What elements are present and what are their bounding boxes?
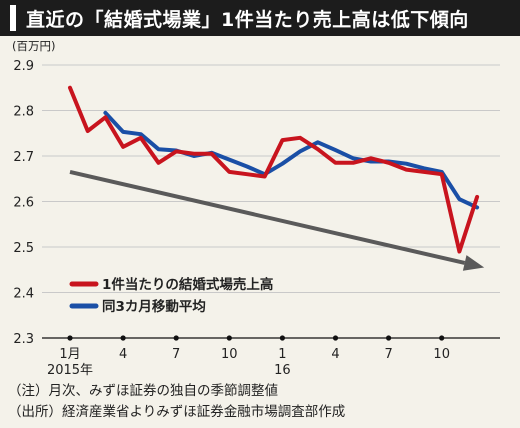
- y-tick-label: 2.4: [13, 287, 34, 302]
- series-layer: [68, 85, 480, 254]
- y-tick-label: 2.7: [13, 150, 34, 165]
- y-tick-label: 2.5: [13, 241, 34, 256]
- source-line: （出所）経済産業省よりみずほ証券金融市場調査部作成: [8, 404, 346, 420]
- x-tick-dot: [386, 335, 392, 341]
- y-unit-label: (百万円): [12, 39, 55, 53]
- x-tick-dot: [120, 335, 126, 341]
- grid-layer: [42, 64, 500, 293]
- x-tick-label: 1月: [59, 347, 80, 362]
- x-tick-label: 10: [433, 347, 450, 362]
- y-tick-label: 2.3: [13, 332, 34, 347]
- y-tick-label: 2.6: [13, 196, 34, 211]
- series-line-moving-average: [103, 110, 480, 210]
- x-tick-dot: [67, 335, 73, 341]
- x-tick-dot: [279, 335, 285, 341]
- x-tick-sublabel: 2015年: [47, 363, 93, 378]
- trend-layer: [69, 169, 485, 271]
- trend-arrow-shaft: [69, 169, 466, 265]
- title-bar: 直近の「結婚式場業」1件当たり売上高は低下傾向: [0, 0, 520, 36]
- x-tick-label: 1: [278, 347, 286, 362]
- y-tick-label: 2.9: [13, 59, 34, 74]
- x-tick-dot: [226, 335, 232, 341]
- legend-label-sales: 1件当たりの結婚式場売上高: [102, 276, 273, 293]
- x-tick-label: 7: [384, 347, 392, 362]
- series-line-sales: [68, 85, 480, 254]
- note-line: （注）月次、みずほ証券の独自の季節調整値: [8, 383, 278, 399]
- x-tick-label: 10: [221, 347, 238, 362]
- chart-title: 直近の「結婚式場業」1件当たり売上高は低下傾向: [26, 8, 469, 31]
- trend-arrow-head: [462, 255, 485, 271]
- x-tick-label: 4: [331, 347, 339, 362]
- x-tick-dot: [332, 335, 339, 341]
- x-tick-sublabel: 16: [274, 363, 291, 378]
- x-tick-dot: [439, 335, 445, 341]
- x-tick-label: 4: [119, 347, 127, 362]
- y-tick-label: 2.8: [13, 105, 34, 120]
- x-tick-label: 7: [172, 347, 180, 362]
- legend-label-moving-average: 同3カ月移動平均: [102, 298, 206, 315]
- x-tick-dot: [173, 335, 179, 341]
- title-marker: [10, 5, 16, 31]
- footnotes: （注）月次、みずほ証券の独自の季節調整値 （出所）経済産業省よりみずほ証券金融市…: [8, 381, 345, 423]
